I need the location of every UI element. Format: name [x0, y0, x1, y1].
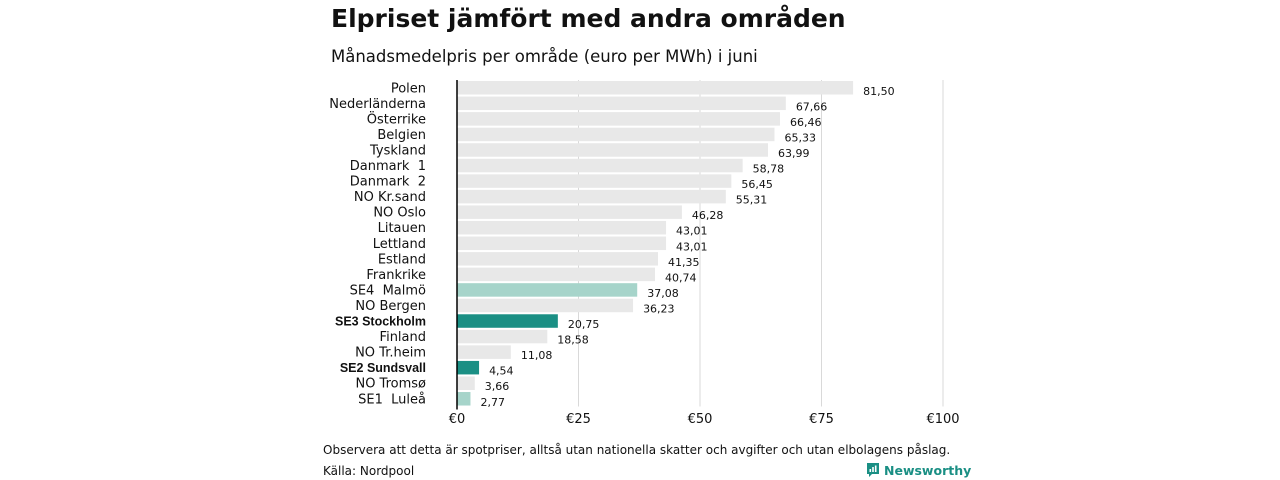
- bar: [457, 298, 634, 313]
- bar: [457, 252, 658, 266]
- value-label: 11,08: [521, 349, 553, 362]
- bar: [457, 189, 726, 204]
- bar: [457, 314, 558, 328]
- category-label: Lettland: [373, 237, 426, 252]
- value-label: 41,35: [668, 256, 700, 269]
- value-label: 65,33: [785, 131, 817, 144]
- category-label: NO Tr.heim: [355, 346, 426, 361]
- value-label: 43,01: [676, 225, 708, 238]
- chart-subtitle: Månadsmedelpris per område (euro per MWh…: [331, 47, 758, 66]
- category-label: Österrike: [367, 110, 426, 127]
- category-label: Estland: [378, 252, 426, 267]
- category-label: SE4 Malmö: [350, 283, 426, 298]
- bar: [457, 143, 768, 157]
- value-label: 56,45: [741, 178, 773, 191]
- value-label: 66,46: [790, 116, 822, 129]
- category-label: NO Kr.sand: [354, 190, 426, 205]
- category-label: Belgien: [377, 128, 426, 143]
- bar: [457, 360, 480, 375]
- bar: [457, 205, 682, 219]
- value-label: 58,78: [753, 163, 785, 176]
- bar: [457, 96, 786, 111]
- value-label: 36,23: [643, 302, 675, 315]
- bar: [457, 220, 667, 235]
- chart-title: Elpriset jämfört med andra områden: [331, 4, 846, 33]
- value-label: 4,54: [489, 365, 514, 378]
- footnote: Observera att detta är spotpriser, allts…: [323, 443, 951, 457]
- bar: [457, 236, 667, 251]
- value-label: 40,74: [665, 271, 697, 284]
- bar: [457, 81, 854, 95]
- category-label: NO Oslo: [373, 206, 426, 221]
- category-label: Finland: [380, 330, 426, 345]
- bar: [457, 127, 775, 142]
- category-label: NO Bergen: [355, 299, 426, 314]
- bar: [457, 174, 732, 188]
- x-tick-label: €100: [926, 412, 959, 427]
- x-tick-label: €50: [688, 412, 713, 427]
- value-label: 46,28: [692, 209, 724, 222]
- category-label: Frankrike: [366, 268, 426, 283]
- value-label: 81,50: [863, 85, 895, 98]
- category-label: Danmark 2: [350, 175, 426, 190]
- category-label: NO Tromsø: [355, 377, 426, 392]
- category-label: SE2 Sundsvall: [340, 361, 426, 375]
- value-label: 67,66: [796, 100, 828, 113]
- bar: [457, 158, 743, 173]
- bar: [457, 392, 471, 406]
- x-tick-label: €25: [566, 412, 591, 427]
- category-label: Danmark 1: [350, 159, 426, 174]
- category-label: SE1 Luleå: [358, 392, 426, 407]
- bar: [457, 267, 655, 282]
- category-label: Nederländerna: [329, 97, 426, 112]
- x-tick-label: €0: [449, 412, 466, 427]
- category-label: SE3 Stockholm: [335, 315, 426, 329]
- bar: [457, 329, 548, 344]
- value-label: 63,99: [778, 147, 810, 160]
- brand-name: Newsworthy: [884, 462, 972, 478]
- x-tick-label: €75: [809, 412, 834, 427]
- source-note: Källa: Nordpool: [323, 464, 415, 478]
- value-label: 3,66: [485, 380, 510, 393]
- value-label: 2,77: [480, 396, 505, 409]
- brand-logo: Newsworthy: [866, 462, 971, 478]
- bar: [457, 345, 511, 359]
- newsworthy-logo-icon: [867, 463, 879, 477]
- category-label: Polen: [391, 81, 426, 96]
- bar: [457, 376, 475, 390]
- bar: [457, 283, 638, 297]
- bar: [457, 112, 780, 126]
- category-label: Litauen: [378, 221, 426, 236]
- value-label: 37,08: [647, 287, 679, 300]
- value-label: 43,01: [676, 240, 708, 253]
- value-label: 18,58: [557, 334, 589, 347]
- category-label: Tyskland: [369, 143, 426, 158]
- value-label: 55,31: [736, 194, 768, 207]
- value-label: 20,75: [568, 318, 600, 331]
